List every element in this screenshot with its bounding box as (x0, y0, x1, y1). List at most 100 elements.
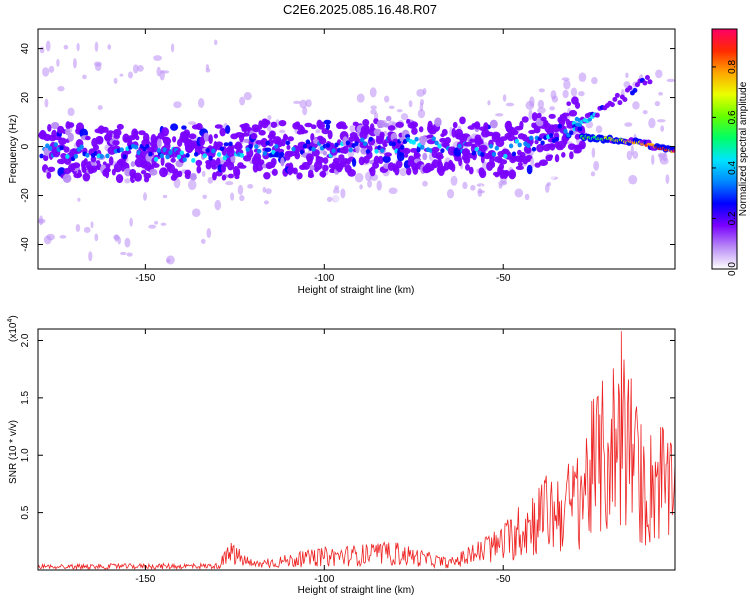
spectrogram-cell (364, 124, 370, 135)
spectrogram-frame (37, 28, 676, 270)
spectrogram-cell (301, 129, 309, 134)
spectrogram-cell (225, 125, 231, 134)
spectrogram-cell (156, 148, 162, 153)
spectrogram-cell (463, 141, 473, 147)
spectrogram-cell (93, 61, 102, 67)
spectrogram-cell (561, 112, 570, 117)
spectrogram-cell (227, 173, 235, 179)
spectrogram-cell (170, 123, 179, 131)
spectrogram-cell (672, 149, 675, 153)
spectrogram-cell (450, 163, 456, 172)
spectrogram-cell (593, 160, 600, 171)
spectrogram-cell (124, 149, 132, 155)
spectrogram-cell (63, 44, 69, 50)
spectrogram-cell (296, 172, 303, 180)
spectrogram-cell (413, 152, 421, 159)
spectrogram-cell (647, 79, 653, 85)
spectrogram-cell (230, 192, 235, 201)
spectrogram-cell (459, 116, 466, 125)
spectrogram-cell (367, 179, 373, 188)
spectrogram-cell (253, 152, 262, 162)
spectrogram-cell (474, 121, 481, 130)
spectrogram-cell (205, 148, 210, 153)
spectrogram-cell (374, 148, 379, 154)
snr-plot-area (38, 329, 675, 570)
spectrogram-cell (422, 180, 428, 187)
spectrogram-cell (554, 154, 560, 163)
spectrogram-cell (168, 150, 173, 155)
spectrogram-cell (76, 42, 80, 52)
spectrogram-cell (82, 172, 91, 182)
spectrogram-cell (279, 151, 285, 157)
spectrogram-cell (609, 102, 615, 108)
spectrogram-panel: -150 -100 -50 -40 -20 0 20 40 Height of straig… (8, 28, 676, 296)
spectrogram-cell (93, 144, 99, 151)
spectrogram-cell (431, 159, 439, 169)
spectrogram-cell (408, 100, 413, 108)
spectrogram-cell (407, 122, 417, 129)
spectrogram-cell (88, 251, 93, 262)
spectrogram-cell (143, 192, 147, 201)
spectrogram-cell (322, 164, 329, 172)
spectrogram-cell (395, 121, 404, 128)
spectrogram-cell (479, 169, 487, 179)
spectrogram-cell (540, 116, 547, 122)
spectrogram-cell (422, 88, 427, 95)
spectrogram-cell (530, 157, 535, 169)
spectrogram-cell (84, 135, 91, 141)
spectrogram-cell (113, 211, 122, 220)
spectrogram-cell (471, 150, 477, 156)
spectrogram-cell (406, 118, 411, 124)
spectrogram-cell (77, 169, 82, 178)
spectrogram-cell (215, 141, 224, 148)
spectrogram-cell (184, 138, 192, 149)
snr-y-ticks: 0.5 1.0 1.5 2.0 (20, 333, 675, 520)
spectrogram-cell (137, 65, 144, 72)
spectrogram-cell (549, 106, 556, 111)
spectrogram-cell (247, 184, 254, 189)
spectrogram-cell (114, 234, 119, 242)
spectrogram-cell (258, 159, 265, 166)
spectrogram-cell (502, 94, 507, 102)
colorbar-tick-label: 0.6 (727, 110, 738, 124)
spectrogram-cell (248, 143, 253, 149)
spectrogram-cell (132, 64, 139, 74)
spectrogram-cell (151, 143, 158, 153)
spectrogram-cell (591, 76, 598, 85)
spectrogram-cell (208, 155, 213, 161)
spectrogram-cell (478, 144, 488, 152)
spectrogram-cell (124, 178, 131, 184)
x-tick-label: -50 (496, 273, 511, 284)
spectrogram-cell (612, 96, 618, 102)
spectrogram-cell (65, 154, 70, 159)
spectrogram-cell (201, 170, 206, 177)
spectrogram-cell (185, 152, 190, 158)
spectrogram-cell (181, 125, 187, 130)
spectrogram-cell (103, 167, 111, 173)
spectrogram-cell (208, 159, 217, 168)
spectrogram-cell (162, 147, 167, 153)
spectrogram-cell (391, 141, 396, 147)
snr-frame (37, 328, 676, 571)
spectrogram-cell (387, 125, 396, 131)
spectrogram-cell (531, 146, 537, 152)
spectrogram-cell (97, 136, 104, 144)
spectrogram-cell (528, 135, 534, 141)
spectrogram-cell (221, 174, 227, 181)
spectrogram-cell (311, 146, 316, 152)
spectrogram-cell (444, 137, 452, 144)
spectrogram-cell (97, 105, 103, 110)
spectrogram-cell (332, 192, 340, 203)
spectrogram-cell (514, 188, 524, 198)
y-tick-label: -40 (20, 237, 31, 252)
spectrogram-cell (172, 136, 177, 143)
spectrogram-cell (176, 154, 182, 160)
spectrogram-cell (291, 146, 296, 152)
spectrogram-cell (533, 126, 540, 133)
spectrogram-cell (39, 153, 44, 159)
spectrogram-cell (208, 134, 213, 145)
spectrogram-cell (648, 117, 656, 129)
spectrogram-cell (304, 122, 313, 128)
spectrogram-cell (471, 143, 477, 149)
